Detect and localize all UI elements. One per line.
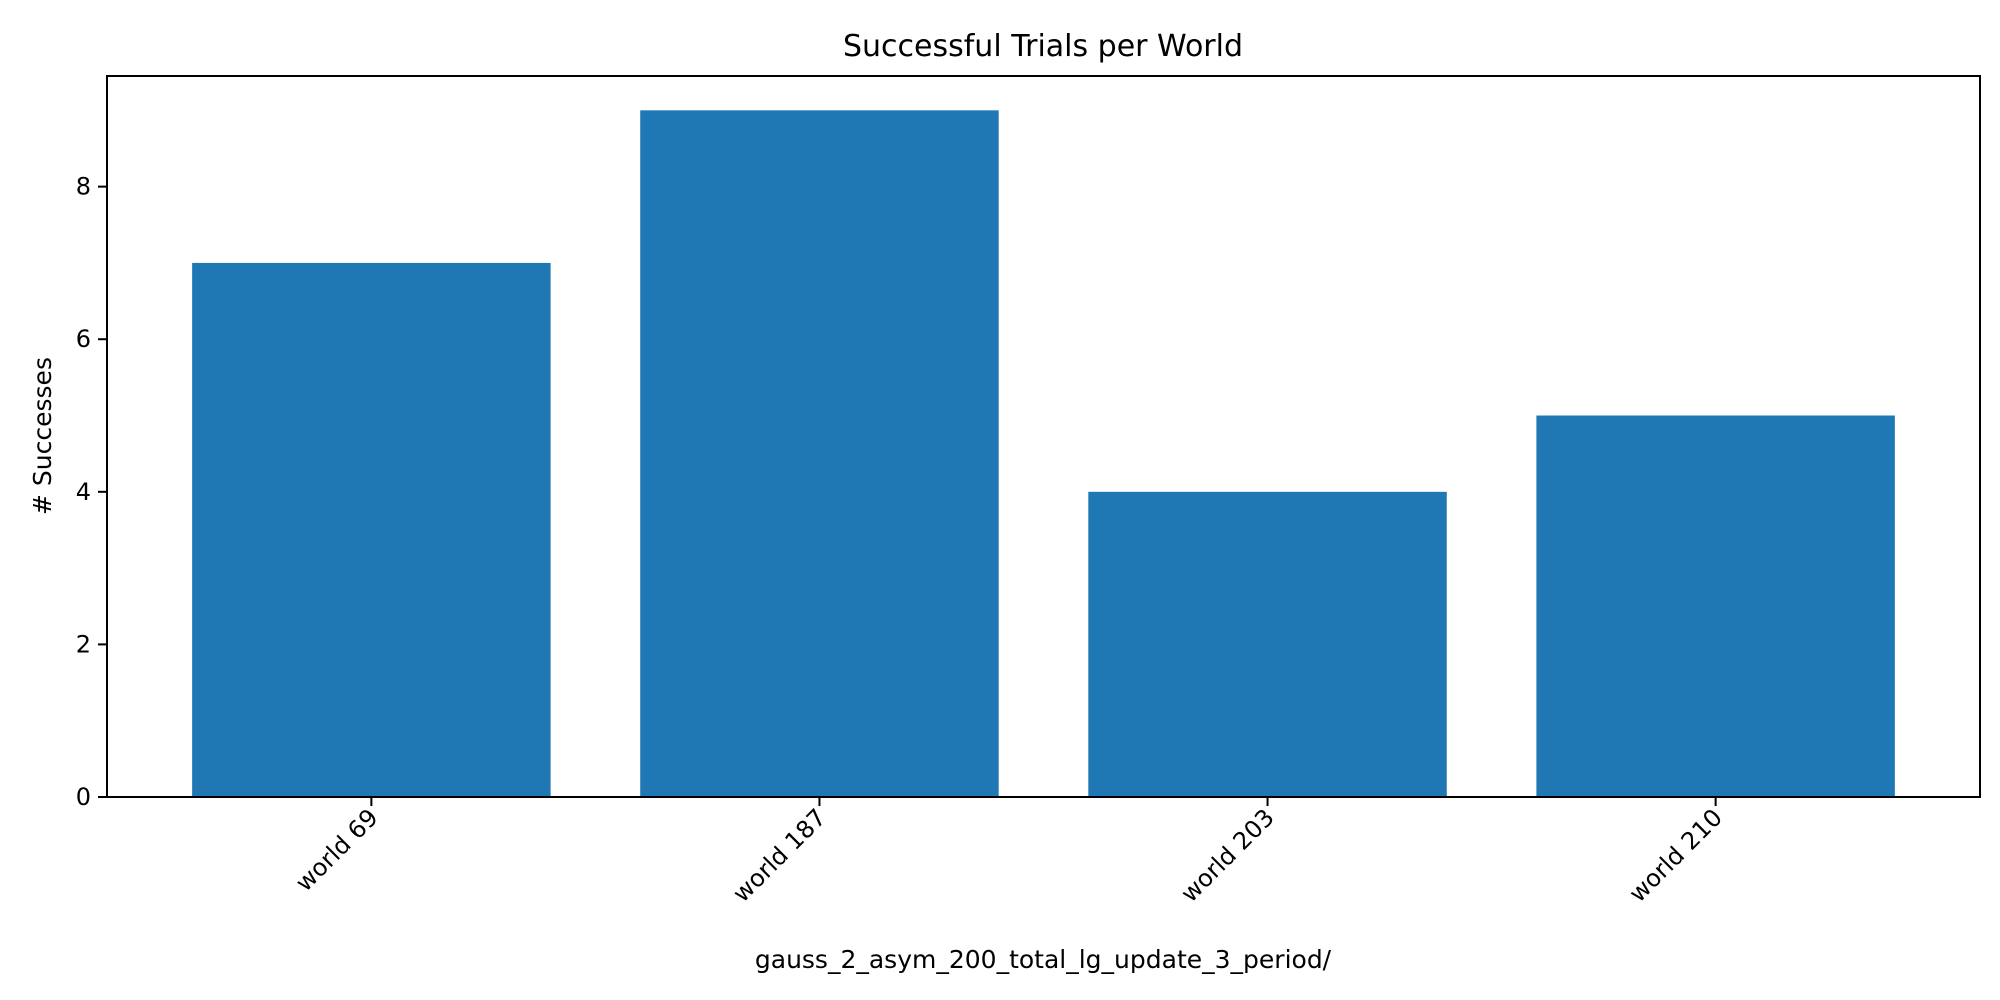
y-tick-label: 8 <box>76 173 91 201</box>
bars-group <box>192 110 1895 798</box>
y-axis-label: # Successes <box>28 357 57 515</box>
bar-world-187 <box>640 110 999 798</box>
bar-world-203 <box>1088 491 1447 797</box>
plot-frame <box>106 75 1981 798</box>
y-tick-label: 0 <box>76 783 91 811</box>
bar-world-210 <box>1536 415 1895 797</box>
x-tick-label: world 69 <box>290 803 384 897</box>
x-tick-label: world 203 <box>1175 803 1279 907</box>
x-tick-label: world 187 <box>727 803 831 907</box>
x-tick-label: world 210 <box>1624 803 1728 907</box>
y-tick-label: 2 <box>76 630 91 658</box>
y-tick-label: 4 <box>76 478 91 506</box>
y-axis: 0 2 4 6 8 <box>76 173 107 811</box>
x-axis: world 69 world 187 world 203 world 210 <box>290 797 1728 908</box>
bar-world-69 <box>192 262 551 798</box>
chart-title: Successful Trials per World <box>843 29 1243 64</box>
y-tick-label: 6 <box>76 325 91 353</box>
x-axis-label: gauss_2_asym_200_total_lg_update_3_perio… <box>755 945 1332 974</box>
